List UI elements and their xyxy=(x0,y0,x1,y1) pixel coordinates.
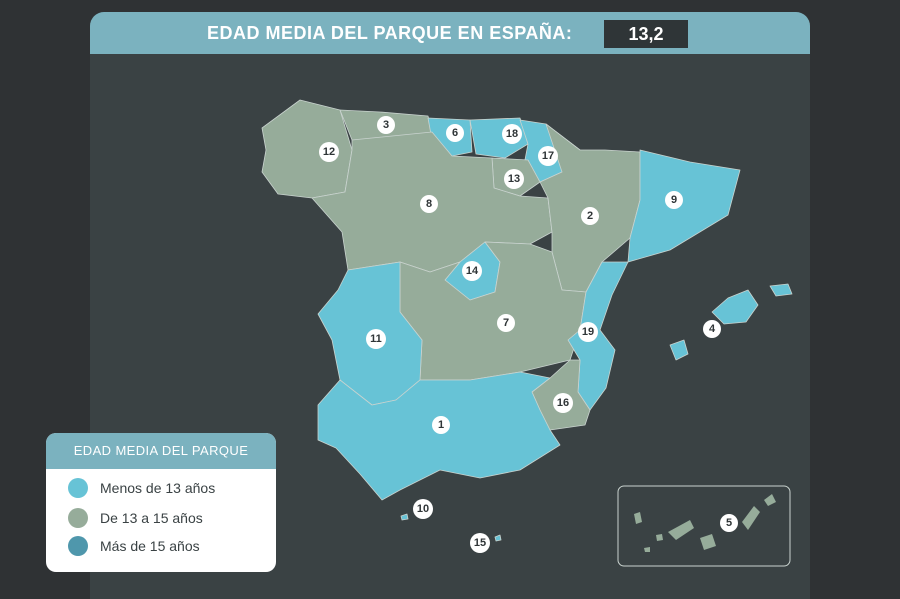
canarias-inset-frame xyxy=(617,485,791,567)
marker-16: 16 xyxy=(553,393,573,413)
island-tenerife xyxy=(668,520,694,540)
header-value: 13,2 xyxy=(604,20,688,48)
marker-label-6: 6 xyxy=(452,127,458,139)
marker-1: 1 xyxy=(432,416,450,434)
marker-label-13: 13 xyxy=(508,173,520,185)
region-ibiza xyxy=(669,339,689,361)
marker-4: 4 xyxy=(703,320,721,338)
marker-label-11: 11 xyxy=(370,333,382,345)
legend-title: EDAD MEDIA DEL PARQUE xyxy=(46,433,276,469)
marker-19: 19 xyxy=(578,322,598,342)
island-lanzarote xyxy=(764,494,776,506)
marker-6: 6 xyxy=(446,124,464,142)
legend-swatch-sage xyxy=(68,508,88,528)
marker-8: 8 xyxy=(420,195,438,213)
marker-label-5: 5 xyxy=(726,517,732,529)
island-la-palma xyxy=(634,512,642,524)
marker-5: 5 xyxy=(720,514,738,532)
island-el-hierro xyxy=(644,547,650,552)
marker-7: 7 xyxy=(497,314,515,332)
marker-18: 18 xyxy=(502,124,522,144)
island-la-gomera xyxy=(656,534,663,541)
region-melilla xyxy=(494,534,502,542)
region-ceuta xyxy=(400,513,409,521)
header-bar: EDAD MEDIA DEL PARQUE EN ESPAÑA: 13,2 xyxy=(90,12,810,54)
marker-label-15: 15 xyxy=(474,537,486,549)
legend-swatch-teal xyxy=(68,536,88,556)
header-title: EDAD MEDIA DEL PARQUE EN ESPAÑA: xyxy=(207,23,573,43)
legend: EDAD MEDIA DEL PARQUE Menos de 13 años D… xyxy=(46,433,276,572)
marker-2: 2 xyxy=(581,207,599,225)
region-andalucia xyxy=(317,371,561,501)
marker-11: 11 xyxy=(366,329,386,349)
marker-label-8: 8 xyxy=(426,198,432,210)
region-baleares xyxy=(711,289,759,325)
canarias-islands xyxy=(634,494,776,552)
marker-label-14: 14 xyxy=(466,265,479,277)
marker-label-19: 19 xyxy=(582,326,594,338)
marker-14: 14 xyxy=(462,261,482,281)
region-menorca xyxy=(769,283,793,297)
marker-10: 10 xyxy=(413,499,433,519)
legend-label: Menos de 13 años xyxy=(100,480,216,496)
marker-label-10: 10 xyxy=(417,503,429,515)
marker-label-2: 2 xyxy=(587,210,593,222)
legend-item-menos-13: Menos de 13 años xyxy=(68,477,215,499)
legend-item-mas-15: Más de 15 años xyxy=(68,535,200,557)
legend-label: Más de 15 años xyxy=(100,538,200,554)
marker-label-4: 4 xyxy=(709,323,716,335)
marker-label-12: 12 xyxy=(323,146,335,158)
marker-label-17: 17 xyxy=(542,150,554,162)
legend-label: De 13 a 15 años xyxy=(100,510,203,526)
marker-15: 15 xyxy=(470,533,490,553)
marker-9: 9 xyxy=(665,191,683,209)
legend-item-13-15: De 13 a 15 años xyxy=(68,507,203,529)
marker-13: 13 xyxy=(504,169,524,189)
marker-label-18: 18 xyxy=(506,128,518,140)
legend-swatch-light-blue xyxy=(68,478,88,498)
marker-label-1: 1 xyxy=(438,419,444,431)
region-cataluna xyxy=(627,149,741,263)
marker-label-9: 9 xyxy=(671,194,677,206)
marker-17: 17 xyxy=(538,146,558,166)
island-fuerteventura xyxy=(742,506,760,530)
marker-label-16: 16 xyxy=(557,397,569,409)
island-gran-canaria xyxy=(700,534,716,550)
marker-12: 12 xyxy=(319,142,339,162)
marker-label-7: 7 xyxy=(503,317,509,329)
marker-3: 3 xyxy=(377,116,395,134)
marker-label-3: 3 xyxy=(383,119,389,131)
